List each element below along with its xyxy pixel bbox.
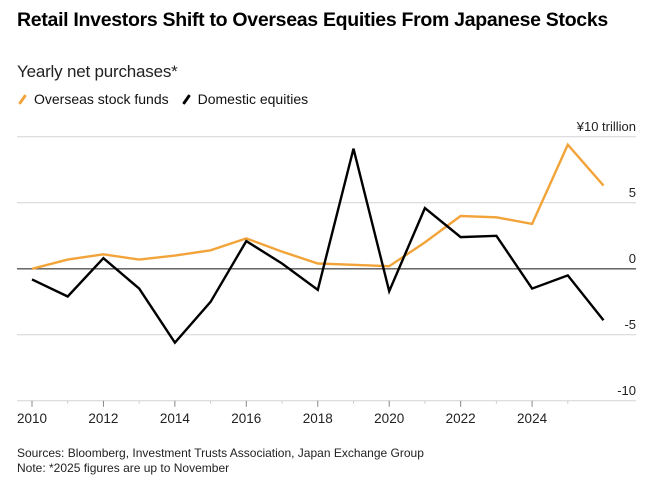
y-axis-labels: ¥10 trillion 5 0 -5 -10 — [576, 119, 636, 398]
y-tick-label: -10 — [617, 383, 636, 398]
x-tick-label: 2020 — [374, 411, 404, 426]
sources-note: Sources: Bloomberg, Investment Trusts As… — [17, 446, 424, 460]
footer: Sources: Bloomberg, Investment Trusts As… — [17, 446, 424, 476]
y-tick-label: ¥10 trillion — [576, 119, 636, 134]
x-tick-label: 2022 — [446, 411, 476, 426]
legend-item-overseas: Overseas stock funds — [17, 91, 169, 107]
series-line-overseas-stock-funds — [31, 142, 605, 270]
x-tick-label: 2014 — [160, 411, 191, 426]
x-tick-label: 2024 — [517, 411, 548, 426]
footnote: Note: *2025 figures are up to November — [17, 461, 230, 475]
y-tick-label: -5 — [624, 317, 636, 332]
y-tick-label: 5 — [629, 185, 636, 200]
chart-title: Retail Investors Shift to Overseas Equit… — [17, 9, 608, 31]
legend-label-domestic: Domestic equities — [197, 91, 309, 107]
legend-label-overseas: Overseas stock funds — [34, 91, 169, 107]
chart-subtitle: Yearly net purchases* — [17, 62, 178, 81]
gridlines — [17, 136, 636, 402]
legend-item-domestic: Domestic equities — [181, 91, 309, 107]
series-lines — [31, 142, 605, 345]
series-line-domestic-equities — [31, 148, 605, 345]
x-tick-label: 2010 — [17, 411, 47, 426]
x-tick-label: 2012 — [88, 411, 118, 426]
y-tick-label: 0 — [629, 251, 636, 266]
x-axis: 2010 2012 2014 2016 2018 2020 2022 2024 — [17, 400, 569, 426]
legend: Overseas stock funds Domestic equities — [17, 91, 320, 107]
x-tick-label: 2016 — [231, 411, 261, 426]
x-tick-label: 2018 — [303, 411, 333, 426]
